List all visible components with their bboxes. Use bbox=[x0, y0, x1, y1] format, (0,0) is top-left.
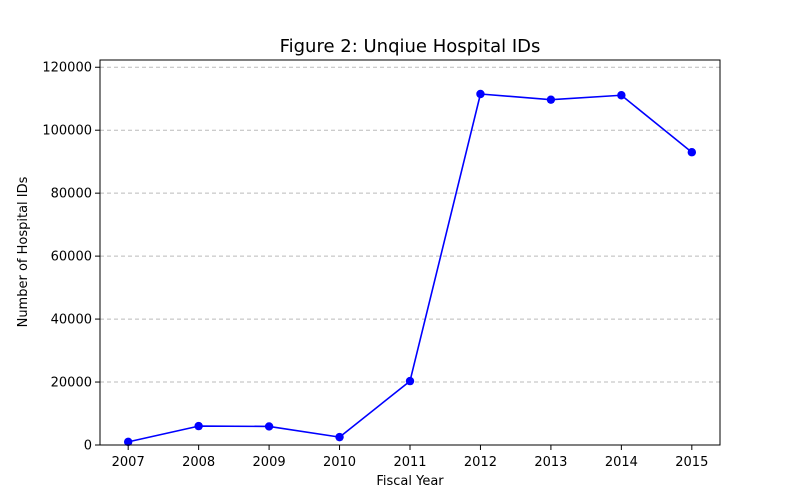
axes: 0 20000 40000 60000 80000 100000 120000 2007 200… bbox=[42, 61, 708, 470]
x-axis-label: Fiscal Year bbox=[376, 474, 444, 489]
gridlines bbox=[100, 66, 720, 446]
plot-frame bbox=[99, 59, 721, 446]
y-tick-label: 0 bbox=[84, 439, 92, 454]
data-point bbox=[546, 95, 556, 104]
y-axis-label: Number of Hospital IDs bbox=[16, 176, 31, 327]
data-point bbox=[194, 421, 203, 431]
x-tick-label: 2015 bbox=[675, 455, 708, 470]
x-tick-label: 2007 bbox=[112, 455, 145, 470]
series-line bbox=[128, 93, 693, 443]
y-tick-label: 60000 bbox=[51, 250, 92, 265]
x-tick-label: 2011 bbox=[393, 455, 426, 470]
data-point bbox=[123, 437, 133, 447]
data-point bbox=[405, 376, 415, 386]
x-tick-label: 2013 bbox=[534, 455, 567, 470]
y-tick-label: 80000 bbox=[51, 187, 92, 202]
data-point bbox=[264, 422, 274, 431]
data-point bbox=[617, 91, 626, 100]
y-tick-label: 120000 bbox=[42, 61, 92, 76]
x-tick-label: 2012 bbox=[464, 455, 497, 470]
data-point bbox=[476, 89, 485, 99]
series-layer bbox=[123, 89, 697, 447]
y-tick-label: 20000 bbox=[51, 376, 92, 391]
x-tick-label: 2014 bbox=[605, 455, 638, 470]
data-point bbox=[687, 148, 697, 157]
y-tick-label: 40000 bbox=[51, 313, 92, 328]
chart-title: Figure 2: Unqiue Hospital IDs bbox=[280, 36, 541, 57]
x-tick-label: 2010 bbox=[323, 455, 356, 470]
y-tick-label: 100000 bbox=[42, 124, 92, 139]
x-tick-label: 2008 bbox=[182, 455, 215, 470]
data-point bbox=[335, 432, 344, 442]
x-tick-label: 2009 bbox=[253, 455, 286, 470]
